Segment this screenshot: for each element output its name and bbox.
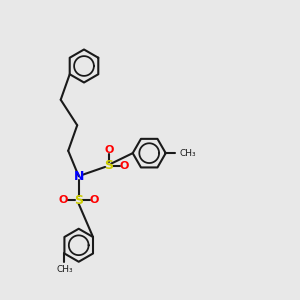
Text: O: O	[90, 195, 99, 205]
Text: O: O	[120, 161, 129, 171]
Text: CH₃: CH₃	[179, 148, 196, 158]
Text: O: O	[104, 145, 113, 155]
Text: S: S	[74, 194, 83, 207]
Text: S: S	[104, 159, 113, 172]
Text: O: O	[58, 195, 68, 205]
Text: CH₃: CH₃	[56, 266, 73, 274]
Text: N: N	[74, 170, 84, 183]
